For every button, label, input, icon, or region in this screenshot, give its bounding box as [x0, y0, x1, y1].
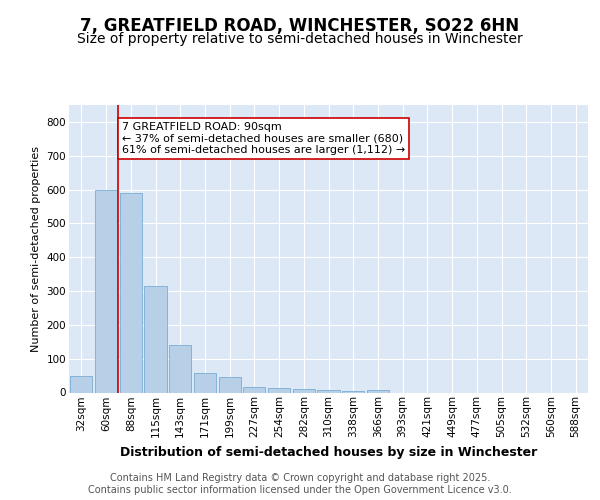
Bar	[194, 373, 216, 392]
Bar	[317, 390, 340, 392]
Text: 7, GREATFIELD ROAD, WINCHESTER, SO22 6HN: 7, GREATFIELD ROAD, WINCHESTER, SO22 6HN	[80, 18, 520, 36]
Bar	[342, 391, 364, 392]
Bar	[145, 286, 167, 393]
Bar	[70, 376, 92, 392]
Bar	[218, 378, 241, 392]
Bar	[293, 389, 315, 392]
Bar	[367, 390, 389, 392]
Text: Contains HM Land Registry data © Crown copyright and database right 2025.
Contai: Contains HM Land Registry data © Crown c…	[88, 474, 512, 495]
Bar	[243, 387, 265, 392]
Text: 7 GREATFIELD ROAD: 90sqm
← 37% of semi-detached houses are smaller (680)
61% of : 7 GREATFIELD ROAD: 90sqm ← 37% of semi-d…	[122, 122, 406, 155]
X-axis label: Distribution of semi-detached houses by size in Winchester: Distribution of semi-detached houses by …	[120, 446, 537, 458]
Bar	[119, 193, 142, 392]
Y-axis label: Number of semi-detached properties: Number of semi-detached properties	[31, 146, 41, 352]
Bar	[268, 388, 290, 392]
Bar	[169, 345, 191, 393]
Bar	[95, 190, 117, 392]
Text: Size of property relative to semi-detached houses in Winchester: Size of property relative to semi-detach…	[77, 32, 523, 46]
